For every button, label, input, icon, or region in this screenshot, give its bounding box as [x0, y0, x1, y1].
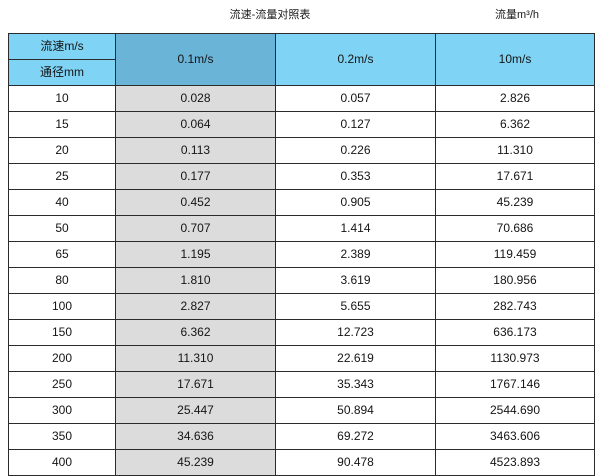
cell-flow-0.2ms: 1.414	[275, 215, 436, 242]
cell-diameter: 400	[8, 449, 116, 476]
cell-flow-0.2ms: 50.894	[275, 397, 436, 424]
header-row-bottom: 通径mm	[8, 59, 595, 86]
cell-flow-0.1ms: 6.362	[115, 319, 276, 346]
cell-flow-0.1ms: 45.239	[115, 449, 276, 476]
cell-flow-0.2ms: 69.272	[275, 423, 436, 450]
column-header-0: 0.1m/s	[115, 33, 276, 86]
cell-diameter: 350	[8, 423, 116, 450]
table-row: 40 0.452 0.905 45.239	[8, 189, 595, 216]
cell-diameter: 300	[8, 397, 116, 424]
table-body: 10 0.028 0.057 2.826 15 0.064 0.127 6.362 20 0.11…	[8, 85, 595, 476]
cell-flow-10ms: 2544.690	[435, 397, 595, 424]
cell-diameter: 80	[8, 267, 116, 294]
cell-flow-0.2ms: 0.353	[275, 163, 436, 190]
table-row: 100 2.827 5.655 282.743	[8, 293, 595, 320]
cell-flow-10ms: 1767.146	[435, 371, 595, 398]
cell-flow-0.2ms: 0.057	[275, 85, 436, 112]
table-row: 15 0.064 0.127 6.362	[8, 111, 595, 138]
table-row: 200 11.310 22.619 1130.973	[8, 345, 595, 372]
cell-flow-0.2ms: 35.343	[275, 371, 436, 398]
cell-diameter: 50	[8, 215, 116, 242]
table-row: 50 0.707 1.414 70.686	[8, 215, 595, 242]
cell-flow-10ms: 119.459	[435, 241, 595, 268]
corner-header-velocity: 流速m/s	[8, 33, 116, 60]
cell-diameter: 250	[8, 371, 116, 398]
cell-flow-0.2ms: 2.389	[275, 241, 436, 268]
cell-flow-0.1ms: 11.310	[115, 345, 276, 372]
cell-flow-10ms: 282.743	[435, 293, 595, 320]
table-row: 10 0.028 0.057 2.826	[8, 85, 595, 112]
cell-flow-10ms: 6.362	[435, 111, 595, 138]
page-title: 流速-流量对照表	[229, 9, 311, 21]
cell-diameter: 25	[8, 163, 116, 190]
cell-flow-10ms: 1130.973	[435, 345, 595, 372]
cell-flow-0.1ms: 1.195	[115, 241, 276, 268]
cell-flow-0.2ms: 0.905	[275, 189, 436, 216]
table-row: 20 0.113 0.226 11.310	[8, 137, 595, 164]
cell-flow-0.2ms: 5.655	[275, 293, 436, 320]
flow-conversion-table: 流速m/s 0.1m/s 0.2m/s 10m/s 通径mm 10 0.028 0.…	[8, 33, 595, 476]
cell-flow-0.1ms: 0.707	[115, 215, 276, 242]
table-container: 流速m/s 0.1m/s 0.2m/s 10m/s 通径mm 10 0.028 0.…	[8, 33, 595, 476]
cell-flow-0.1ms: 0.113	[115, 137, 276, 164]
cell-flow-0.1ms: 2.827	[115, 293, 276, 320]
cell-diameter: 15	[8, 111, 116, 138]
titles-row: 流速-流量对照表 流量m³/h	[0, 0, 600, 33]
cell-flow-10ms: 4523.893	[435, 449, 595, 476]
cell-diameter: 40	[8, 189, 116, 216]
cell-flow-10ms: 17.671	[435, 163, 595, 190]
cell-flow-10ms: 3463.606	[435, 423, 595, 450]
table-head: 流速m/s 0.1m/s 0.2m/s 10m/s 通径mm	[8, 33, 595, 86]
cell-flow-0.1ms: 1.810	[115, 267, 276, 294]
flow-unit-title: 流量m³/h	[495, 9, 539, 21]
cell-diameter: 65	[8, 241, 116, 268]
table-row: 250 17.671 35.343 1767.146	[8, 371, 595, 398]
cell-flow-0.1ms: 34.636	[115, 423, 276, 450]
cell-flow-0.1ms: 0.064	[115, 111, 276, 138]
cell-diameter: 200	[8, 345, 116, 372]
cell-flow-0.1ms: 0.177	[115, 163, 276, 190]
cell-flow-10ms: 2.826	[435, 85, 595, 112]
cell-flow-0.2ms: 3.619	[275, 267, 436, 294]
table-row: 25 0.177 0.353 17.671	[8, 163, 595, 190]
table-row: 150 6.362 12.723 636.173	[8, 319, 595, 346]
cell-flow-0.2ms: 22.619	[275, 345, 436, 372]
cell-flow-10ms: 45.239	[435, 189, 595, 216]
cell-flow-0.2ms: 12.723	[275, 319, 436, 346]
table-row: 350 34.636 69.272 3463.606	[8, 423, 595, 450]
cell-flow-0.1ms: 0.452	[115, 189, 276, 216]
cell-diameter: 20	[8, 137, 116, 164]
table-row: 80 1.810 3.619 180.956	[8, 267, 595, 294]
cell-flow-0.1ms: 25.447	[115, 397, 276, 424]
table-row: 400 45.239 90.478 4523.893	[8, 449, 595, 476]
cell-flow-0.2ms: 90.478	[275, 449, 436, 476]
cell-flow-0.2ms: 0.226	[275, 137, 436, 164]
header-row-top: 流速m/s 0.1m/s 0.2m/s 10m/s	[8, 33, 595, 86]
cell-flow-0.1ms: 17.671	[115, 371, 276, 398]
cell-diameter: 10	[8, 85, 116, 112]
cell-flow-10ms: 70.686	[435, 215, 595, 242]
cell-flow-10ms: 180.956	[435, 267, 595, 294]
corner-header-diameter: 通径mm	[8, 59, 116, 86]
column-header-2: 10m/s	[435, 33, 595, 86]
table-row: 300 25.447 50.894 2544.690	[8, 397, 595, 424]
cell-flow-10ms: 11.310	[435, 137, 595, 164]
cell-diameter: 100	[8, 293, 116, 320]
cell-flow-0.2ms: 0.127	[275, 111, 436, 138]
cell-flow-10ms: 636.173	[435, 319, 595, 346]
cell-flow-0.1ms: 0.028	[115, 85, 276, 112]
cell-diameter: 150	[8, 319, 116, 346]
table-row: 65 1.195 2.389 119.459	[8, 241, 595, 268]
column-header-1: 0.2m/s	[275, 33, 436, 86]
